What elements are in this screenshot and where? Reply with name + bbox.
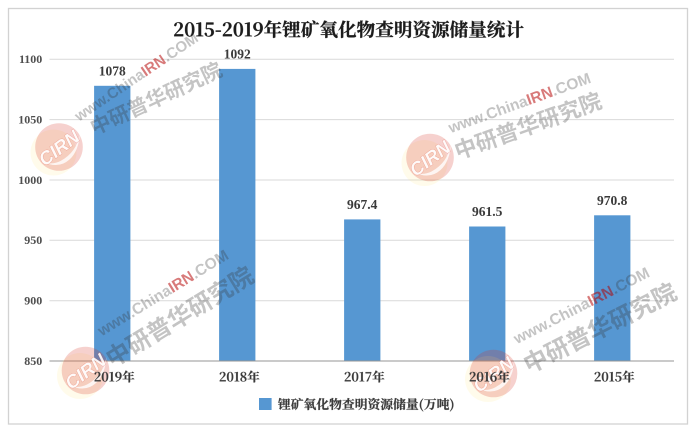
- svg-text:967.4: 967.4: [347, 197, 378, 212]
- svg-text:1050: 1050: [18, 113, 42, 127]
- svg-text:970.8: 970.8: [597, 193, 628, 208]
- svg-text:900: 900: [24, 294, 42, 308]
- svg-text:1092: 1092: [224, 47, 251, 62]
- svg-text:1078: 1078: [99, 63, 126, 78]
- svg-text:1000: 1000: [18, 173, 42, 187]
- svg-text:961.5: 961.5: [472, 204, 503, 219]
- svg-text:1100: 1100: [19, 52, 42, 66]
- svg-text:850: 850: [24, 354, 42, 368]
- svg-text:950: 950: [24, 233, 42, 247]
